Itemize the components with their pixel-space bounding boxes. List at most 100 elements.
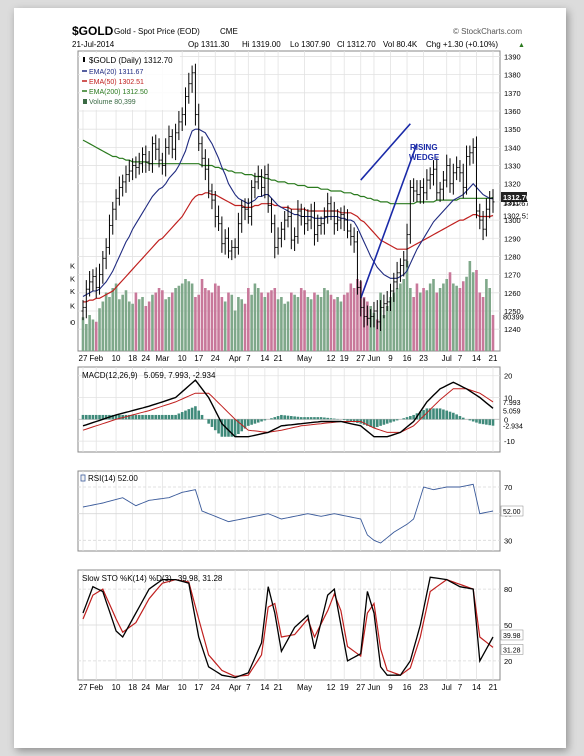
macd-histogram-bar — [299, 417, 303, 420]
volume-bar — [452, 283, 455, 351]
macd-histogram-bar — [280, 414, 283, 420]
volume-bar — [309, 299, 313, 351]
volume-bar — [349, 283, 353, 351]
macd-histogram-bar — [276, 416, 280, 420]
macd-histogram-bar — [432, 408, 435, 420]
macd-histogram-bar — [217, 419, 220, 434]
last-value-label: 1302.51 — [503, 212, 528, 221]
macd-histogram-bar — [352, 419, 356, 423]
macd-histogram-bar — [455, 414, 458, 420]
macd-histogram-bar — [253, 419, 257, 424]
sto-title-text: Slow STO %K(14) %D(3) — [82, 574, 172, 583]
price-tick-label: 1260 — [504, 289, 521, 298]
volume-bar — [104, 292, 108, 351]
volume-bar — [382, 315, 386, 351]
x-tick-label: Mar — [155, 354, 169, 363]
macd-histogram-bar — [157, 414, 161, 420]
macd-histogram-bar — [270, 418, 273, 420]
x-tick-label: May — [297, 354, 312, 363]
volume-bar — [141, 297, 144, 351]
macd-histogram-bar — [448, 411, 452, 420]
x-tick-label: 24 — [211, 683, 220, 692]
symbol-label: $GOLD — [72, 24, 114, 38]
macd-histogram-bar — [488, 419, 491, 426]
legend-text: EMA(200) 1312.50 — [89, 89, 148, 96]
macd-histogram-bar — [210, 419, 214, 427]
volume-bar — [127, 301, 131, 351]
volume-bar — [319, 297, 323, 351]
macd-histogram-bar — [425, 408, 429, 420]
volume-bar — [144, 306, 148, 351]
macd-histogram-bar — [405, 417, 409, 420]
x-tick-label: 21 — [274, 354, 283, 363]
volume-bar — [204, 288, 207, 351]
x-tick-label: 27 — [79, 354, 88, 363]
macd-last-value: 5.059 — [503, 408, 521, 415]
price-tick-label: 1270 — [504, 271, 521, 280]
macd-histogram-bar — [366, 419, 369, 426]
macd-histogram-bar — [250, 419, 253, 425]
price-tick-label: 1390 — [504, 52, 521, 61]
macd-histogram-bar — [200, 414, 204, 420]
macd-histogram-bar — [91, 414, 95, 420]
annotation-wedge: WEDGE — [409, 153, 440, 162]
macd-histogram-bar — [111, 414, 115, 420]
volume-bar — [475, 270, 478, 351]
price-legend: $GOLD (Daily) 1312.70 EMA(20) 1311.67 EM… — [80, 53, 180, 110]
low-label: Lo 1307.90 — [290, 40, 331, 49]
volume-bar — [346, 292, 349, 351]
volume-bar — [190, 283, 194, 351]
volume-bar — [329, 294, 333, 351]
macd-histogram-bar — [458, 416, 462, 420]
x-tick-label: 27 — [356, 683, 365, 692]
volume-bar — [306, 297, 310, 351]
volume-bar — [101, 301, 105, 351]
macd-line — [82, 379, 494, 438]
volume-bar — [161, 290, 164, 351]
volume-tick-label: 100K — [70, 302, 75, 311]
macd-histogram-bar — [141, 414, 144, 420]
legend-item-volume: Volume 80,399 — [83, 99, 136, 106]
price-tick-label: 1310 — [504, 198, 521, 207]
axis-labels: 2727FebFeb101018182424MarMar101017172424… — [54, 52, 530, 692]
x-tick-label: 16 — [403, 354, 412, 363]
volume-bar — [134, 292, 138, 351]
macd-histogram-bar — [256, 419, 260, 423]
x-tick-label: 7 — [458, 683, 463, 692]
volume-bars — [81, 261, 495, 437]
macd-histogram-bar — [197, 410, 201, 420]
x-tick-label: 23 — [419, 683, 428, 692]
macd-histogram-bar — [389, 419, 392, 423]
rsi-line — [82, 483, 494, 544]
volume-bar — [260, 292, 263, 351]
macd-histogram-bar — [438, 408, 442, 420]
macd-histogram-bar — [137, 414, 141, 420]
change-arrow-icon: ▲ — [518, 42, 525, 49]
volume-bar — [121, 294, 124, 351]
macd-histogram-bar — [174, 414, 177, 420]
volume-bar — [442, 283, 445, 351]
volume-bar — [276, 299, 280, 351]
volume-bar — [332, 299, 336, 351]
price-tick-label: 1330 — [504, 162, 521, 171]
volume-bar — [180, 283, 184, 351]
macd-histogram-bar — [445, 410, 449, 420]
volume-bar — [85, 324, 88, 351]
volume-bar — [402, 279, 406, 351]
sto-values: 39.98, 31.28 — [178, 574, 223, 583]
macd-tick-label: 0 — [504, 415, 508, 424]
macd-histogram-bar — [468, 419, 472, 421]
volume-bar — [293, 294, 296, 351]
volume-bar — [438, 288, 442, 351]
price-tick-label: 1250 — [504, 307, 521, 316]
x-tick-label: 21 — [489, 354, 498, 363]
change-label: Chg +1.30 (+0.10%) — [426, 40, 498, 49]
volume-bar — [323, 288, 326, 351]
volume-bar — [471, 272, 475, 351]
macd-histogram-bar — [385, 419, 389, 424]
x-tick-label: 7 — [458, 354, 463, 363]
macd-histogram-bar — [227, 419, 230, 437]
macd-histogram-bar — [81, 414, 85, 420]
legend-text: EMA(20) 1311.67 — [89, 69, 143, 76]
volume-bar — [395, 288, 399, 351]
